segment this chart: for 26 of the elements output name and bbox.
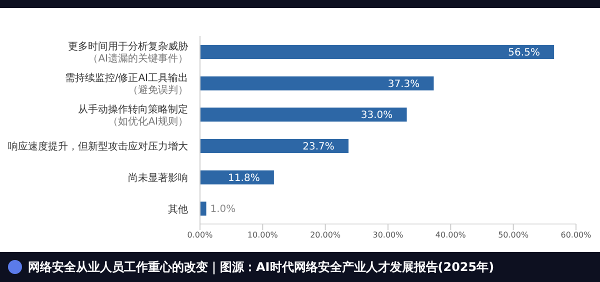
y-tick-label: 从手动操作转向策略制定（如优化AI规则） [78,103,188,128]
y-tick-label: 尚未显著影响 [128,172,188,184]
bar [200,45,554,59]
data-label: 56.5% [508,48,540,58]
data-label: 37.3% [388,78,420,90]
bar [200,108,407,122]
text: 网络安全从业人员工作重心的改变｜图源：AI时代网络安全产业人才发展报告(2025年) [28,258,494,276]
y-tick-label: 更多时间用于分析复杂威胁（AI遗漏的关键事件） [68,40,188,65]
data-label: 33.0% [360,110,393,122]
data-label: 23.7% [302,142,334,152]
x-tick-label: 10.00% [247,230,278,240]
bar [200,202,206,216]
x-tick-label: 60.00% [560,230,592,240]
y-tick-label: 其他 [168,203,188,216]
x-tick-label: 0.00% [187,230,214,240]
data-label: 11.8% [228,172,260,184]
data-label: 1.0% [210,204,236,216]
x-tick-label: 40.00% [435,230,466,240]
bar [200,76,434,90]
bar [200,139,349,153]
bar [200,170,274,184]
y-tick-label: 需持续监控/修正AI工具输出（避免误判） [64,72,188,96]
y-tick-label: 响应速度提升，但新型攻击应对压力增大 [8,140,188,153]
x-tick-label: 20.00% [310,230,341,240]
x-tick-label: 30.00% [372,230,404,240]
x-tick-label: 50.00% [498,230,529,240]
